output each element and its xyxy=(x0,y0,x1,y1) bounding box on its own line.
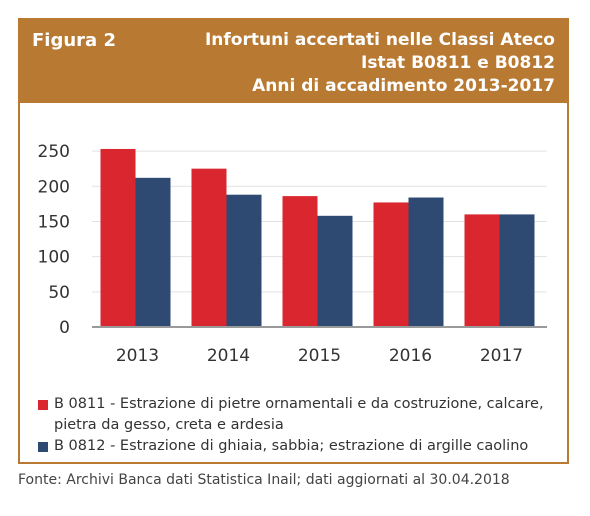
bar-chart: 0 50 100 150 200 250 2013 2014 2015 2016 2017 xyxy=(38,142,547,366)
chart-legend: B 0811 - Estrazione di pietre ornamental… xyxy=(38,394,563,457)
bar-b0811-2017 xyxy=(464,214,500,327)
x-tick-label: 2015 xyxy=(298,346,341,366)
y-tick-label: 250 xyxy=(38,142,70,162)
legend-swatch-b0811 xyxy=(38,400,48,410)
legend-item-b0811: B 0811 - Estrazione di pietre ornamental… xyxy=(38,394,563,436)
y-tick-label: 150 xyxy=(38,212,70,232)
y-tick-label: 100 xyxy=(38,248,70,268)
title-line-2: Istat B0811 e B0812 xyxy=(361,53,555,73)
y-tick-label: 0 xyxy=(59,318,70,338)
bar-b0812-2017 xyxy=(499,214,535,327)
figure-label: Figura 2 xyxy=(32,30,116,51)
x-tick-label: 2017 xyxy=(480,346,523,366)
bar-b0812-2013 xyxy=(135,177,171,327)
x-tick-label: 2013 xyxy=(116,346,159,366)
legend-label-b0811-line1: B 0811 - Estrazione di pietre ornamental… xyxy=(54,396,544,412)
x-tick-label: 2014 xyxy=(207,346,250,366)
legend-swatch-b0812 xyxy=(38,442,48,452)
y-tick-label: 50 xyxy=(48,283,70,303)
bar-b0811-2014 xyxy=(191,168,227,327)
bar-b0812-2015 xyxy=(317,215,353,327)
bar-b0811-2016 xyxy=(373,202,409,327)
figure-title: Infortuni accertati nelle Classi Ateco I… xyxy=(205,29,555,98)
legend-label-b0811-line2: pietra da gesso, creta e ardesia xyxy=(54,417,284,433)
y-tick-label: 200 xyxy=(38,177,70,197)
x-tick-label: 2016 xyxy=(389,346,432,366)
bar-b0812-2016 xyxy=(408,197,444,327)
bar-b0811-2015 xyxy=(282,196,318,327)
legend-label-b0812-line1: B 0812 - Estrazione di ghiaia, sabbia; e… xyxy=(54,438,529,454)
figure-frame: Figura 2 Infortuni accertati nelle Class… xyxy=(18,18,569,464)
legend-item-b0812: B 0812 - Estrazione di ghiaia, sabbia; e… xyxy=(38,436,563,457)
source-note: Fonte: Archivi Banca dati Statistica Ina… xyxy=(18,472,510,488)
title-line-1: Infortuni accertati nelle Classi Ateco xyxy=(204,30,555,50)
figure-header: Figura 2 Infortuni accertati nelle Class… xyxy=(20,20,567,103)
bar-b0811-2013 xyxy=(100,148,136,327)
title-line-3: Anni di accadimento 2013-2017 xyxy=(252,76,555,96)
bar-b0812-2014 xyxy=(226,194,262,327)
